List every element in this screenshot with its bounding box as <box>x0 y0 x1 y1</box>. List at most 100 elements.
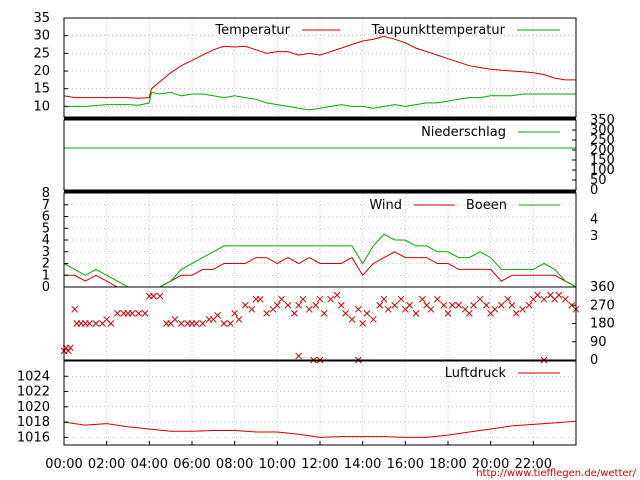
x-tick-label: 10:00 <box>259 457 296 472</box>
legend-label: Taupunkttemperatur <box>371 23 506 38</box>
panel-frame <box>63 17 577 118</box>
direction-point <box>384 305 392 313</box>
direction-point <box>71 305 79 313</box>
x-tick-label: 14:00 <box>344 457 381 472</box>
direction-point <box>248 305 256 313</box>
y-tick-label: 7 <box>42 198 50 213</box>
direction-point <box>192 320 200 327</box>
direction-point <box>312 301 320 309</box>
y-tick-label: 180 <box>590 317 615 332</box>
direction-point <box>444 310 452 317</box>
direction-point <box>263 310 271 317</box>
x-tick-label: 02:00 <box>88 457 125 472</box>
direction-point <box>363 310 371 317</box>
legend-label: Temperatur <box>214 23 290 38</box>
direction-point <box>284 301 292 309</box>
direction-point <box>141 310 149 317</box>
direction-point <box>525 301 533 309</box>
legend-label: Wind <box>369 198 402 213</box>
y-tick-label: 6 <box>42 210 50 225</box>
y-tick-label: 1 <box>42 268 50 283</box>
y-tick-label: 360 <box>590 280 615 295</box>
direction-point <box>504 295 512 303</box>
y-tick-label: 1016 <box>17 430 50 445</box>
direction-point <box>491 305 499 313</box>
x-tick-label: 22:00 <box>515 457 552 472</box>
direction-point <box>92 320 100 327</box>
direction-point <box>291 310 298 317</box>
y-tick-label: 250 <box>590 133 615 148</box>
direction-point <box>107 320 115 327</box>
y-tick-label: 5 <box>42 221 50 236</box>
direction-point <box>440 301 448 309</box>
direction-point <box>333 291 341 299</box>
direction-point <box>406 301 413 309</box>
direction-point <box>534 291 541 299</box>
direction-point <box>64 347 72 355</box>
direction-point <box>171 316 179 323</box>
direction-point <box>412 310 420 317</box>
direction-point <box>278 295 285 303</box>
direction-point <box>512 310 520 317</box>
direction-point <box>465 310 473 317</box>
direction-point <box>231 310 239 317</box>
direction-point <box>470 301 477 309</box>
x-tick-label: 16:00 <box>387 457 424 472</box>
direction-point <box>433 295 441 303</box>
y-tick-label: 300 <box>590 123 615 138</box>
direction-point <box>241 301 249 309</box>
direction-point <box>273 301 281 309</box>
direction-point <box>86 320 93 327</box>
legend-label: Luftdruck <box>445 366 507 381</box>
legend-label: Niederschlag <box>421 125 506 140</box>
y-tick-label: 35 <box>33 11 50 26</box>
direction-point <box>348 316 356 323</box>
x-tick-label: 06:00 <box>173 457 210 472</box>
direction-point <box>337 301 345 309</box>
y-tick-label: 2 <box>42 257 50 272</box>
direction-point <box>235 316 243 323</box>
y-tick-label: 200 <box>590 143 615 158</box>
direction-point <box>214 312 221 319</box>
direction-point <box>519 305 527 313</box>
y-tick-label: 1022 <box>17 385 50 400</box>
direction-point <box>305 305 313 313</box>
panel-frame <box>63 286 577 361</box>
direction-point <box>359 320 367 327</box>
direction-point <box>316 295 324 303</box>
y-tick-label: 270 <box>590 298 615 313</box>
direction-point <box>342 310 349 317</box>
y-tick-label-right: 3 <box>590 229 598 244</box>
direction-point <box>555 291 563 299</box>
direction-point <box>295 301 303 309</box>
x-tick-label: 20:00 <box>472 457 509 472</box>
direction-point <box>320 310 328 317</box>
direction-point <box>427 305 435 313</box>
y-tick-label: 90 <box>590 335 607 350</box>
direction-point <box>391 301 399 309</box>
direction-point <box>455 301 463 309</box>
pressure-series-line-0 <box>63 420 577 438</box>
temp-series-line-0 <box>63 35 576 99</box>
direction-point <box>355 305 362 313</box>
direction-point <box>199 320 207 327</box>
temp-series-line-1 <box>64 91 576 111</box>
direction-point <box>135 310 143 317</box>
y-tick-label: 4 <box>42 233 50 248</box>
direction-point <box>540 295 548 303</box>
direction-point <box>67 344 74 352</box>
direction-point <box>476 295 484 303</box>
y-tick-label: 0 <box>590 183 598 198</box>
direction-point <box>397 295 405 303</box>
direction-point <box>369 316 377 323</box>
direction-point <box>150 292 157 300</box>
legend-label: Boeen <box>466 198 507 213</box>
y-tick-label: 10 <box>33 99 50 114</box>
direction-point <box>299 295 307 303</box>
direction-point <box>380 295 388 303</box>
y-tick-label: 150 <box>590 153 615 168</box>
y-tick-label: 30 <box>33 29 50 44</box>
